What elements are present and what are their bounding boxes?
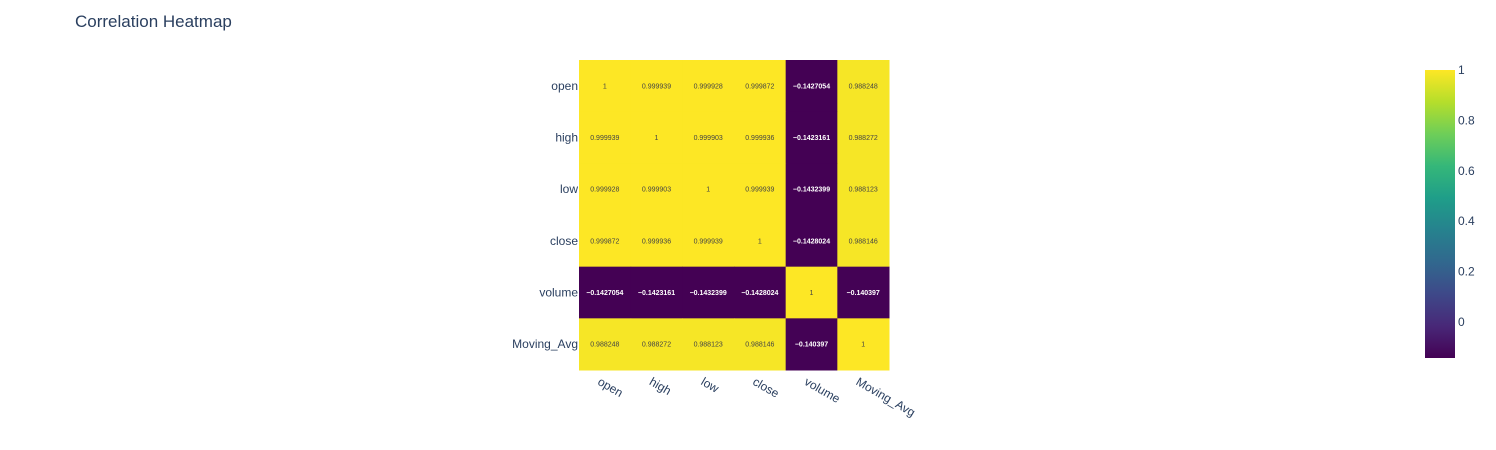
cell-value-label: 0.999939 xyxy=(642,83,671,90)
y-tick-label: high xyxy=(555,131,578,145)
y-tick-label: low xyxy=(560,182,578,196)
heatmap-cell xyxy=(579,318,632,371)
heatmap-cell xyxy=(734,215,787,268)
heatmap-cell xyxy=(785,318,838,371)
y-axis: open high low close volume Moving_Avg xyxy=(512,79,578,351)
cell-value-label: 0.988272 xyxy=(642,342,671,349)
cell-value-label: 1 xyxy=(861,342,865,349)
chart-title: Correlation Heatmap xyxy=(75,12,232,31)
heatmap-cell xyxy=(785,163,838,216)
cell-value-label: 0.999928 xyxy=(694,83,723,90)
cell-value-label: −0.1428024 xyxy=(741,290,778,297)
cell-value-label: 1 xyxy=(706,187,710,194)
cell-value-label: 0.988248 xyxy=(849,83,878,90)
colorbar-tick-label: 0.8 xyxy=(1458,113,1475,127)
colorbar-tick-label: 0 xyxy=(1458,315,1465,329)
y-tick-label: close xyxy=(550,234,578,248)
heatmap-cells xyxy=(579,60,890,371)
colorbar: 0 0.2 0.4 0.6 0.8 1 xyxy=(1425,63,1475,358)
heatmap-cell xyxy=(785,60,838,113)
cell-value-label: 0.988272 xyxy=(849,135,878,142)
heatmap-cell xyxy=(682,111,735,164)
colorbar-tick-label: 1 xyxy=(1458,63,1465,77)
cell-value-label: −0.140397 xyxy=(847,290,880,297)
cell-value-label: −0.1428024 xyxy=(793,238,830,245)
heatmap-cell xyxy=(630,163,683,216)
heatmap-cell xyxy=(579,60,632,113)
x-tick-label: low xyxy=(699,374,722,395)
cell-value-label: 0.999939 xyxy=(745,187,774,194)
cell-value-label: −0.140397 xyxy=(795,342,828,349)
heatmap-cell xyxy=(630,111,683,164)
heatmap-cell xyxy=(579,163,632,216)
cell-value-label: 0.988248 xyxy=(590,342,619,349)
heatmap-cell xyxy=(837,60,890,113)
cell-value-label: −0.1432399 xyxy=(690,290,727,297)
cell-value-label: 0.999928 xyxy=(590,187,619,194)
heatmap-cell xyxy=(837,163,890,216)
cell-value-label: 0.999936 xyxy=(642,238,671,245)
cell-value-label: 1 xyxy=(655,135,659,142)
heatmap-cell xyxy=(579,266,632,319)
heatmap-cell xyxy=(630,60,683,113)
heatmap-cell xyxy=(734,266,787,319)
y-tick-label: open xyxy=(551,79,578,93)
heatmap-cell xyxy=(837,111,890,164)
cell-value-label: 0.999939 xyxy=(694,238,723,245)
heatmap-cell xyxy=(579,215,632,268)
cell-value-label: −0.1427054 xyxy=(793,83,830,90)
heatmap-cell xyxy=(682,215,735,268)
heatmap-cell xyxy=(785,266,838,319)
colorbar-tick-label: 0.6 xyxy=(1458,164,1475,178)
heatmap-cell xyxy=(630,215,683,268)
heatmap-cell xyxy=(682,266,735,319)
heatmap-cell xyxy=(682,318,735,371)
cell-value-label: 0.999903 xyxy=(694,135,723,142)
cell-value-label: −0.1423161 xyxy=(793,135,830,142)
cell-value-label: 1 xyxy=(758,238,762,245)
cell-value-label: 0.999939 xyxy=(590,135,619,142)
heatmap-cell xyxy=(734,318,787,371)
y-tick-label: Moving_Avg xyxy=(512,337,578,351)
heatmap-cell xyxy=(682,163,735,216)
colorbar-tick-label: 0.4 xyxy=(1458,214,1475,228)
heatmap-cell xyxy=(837,318,890,371)
cell-value-label: 0.999903 xyxy=(642,187,671,194)
x-tick-label: close xyxy=(750,374,782,400)
cell-value-label: 0.999872 xyxy=(590,238,619,245)
heatmap-cell xyxy=(837,215,890,268)
cell-value-label: 0.988123 xyxy=(849,187,878,194)
heatmap-cell xyxy=(785,215,838,268)
x-tick-label: open xyxy=(595,374,625,399)
colorbar-tick-label: 0.2 xyxy=(1458,265,1475,279)
heatmap-cell xyxy=(630,318,683,371)
x-tick-label: high xyxy=(647,374,674,397)
cell-value-label: −0.1427054 xyxy=(586,290,623,297)
heatmap-cell xyxy=(734,163,787,216)
heatmap-cell xyxy=(785,111,838,164)
x-tick-label: Moving_Avg xyxy=(854,374,918,419)
heatmap-cell xyxy=(734,111,787,164)
cell-value-label: 0.999872 xyxy=(745,83,774,90)
x-tick-label: volume xyxy=(802,374,843,406)
cell-labels: 1 0.999939 0.999928 0.999872 −0.1427054 0.988… xyxy=(586,83,880,348)
y-tick-label: volume xyxy=(539,286,578,300)
heatmap-cell xyxy=(579,111,632,164)
cell-value-label: 1 xyxy=(603,83,607,90)
heatmap-cell xyxy=(630,266,683,319)
heatmap-cell xyxy=(682,60,735,113)
cell-value-label: 0.999936 xyxy=(745,135,774,142)
x-axis: open high low close volume Moving_Avg xyxy=(595,374,917,419)
cell-value-label: 0.988146 xyxy=(849,238,878,245)
cell-value-label: 0.988123 xyxy=(694,342,723,349)
cell-value-label: 0.988146 xyxy=(745,342,774,349)
colorbar-gradient xyxy=(1425,70,1455,358)
heatmap-cell xyxy=(837,266,890,319)
cell-value-label: −0.1423161 xyxy=(638,290,675,297)
heatmap-cell xyxy=(734,60,787,113)
cell-value-label: 1 xyxy=(810,290,814,297)
cell-value-label: −0.1432399 xyxy=(793,187,830,194)
